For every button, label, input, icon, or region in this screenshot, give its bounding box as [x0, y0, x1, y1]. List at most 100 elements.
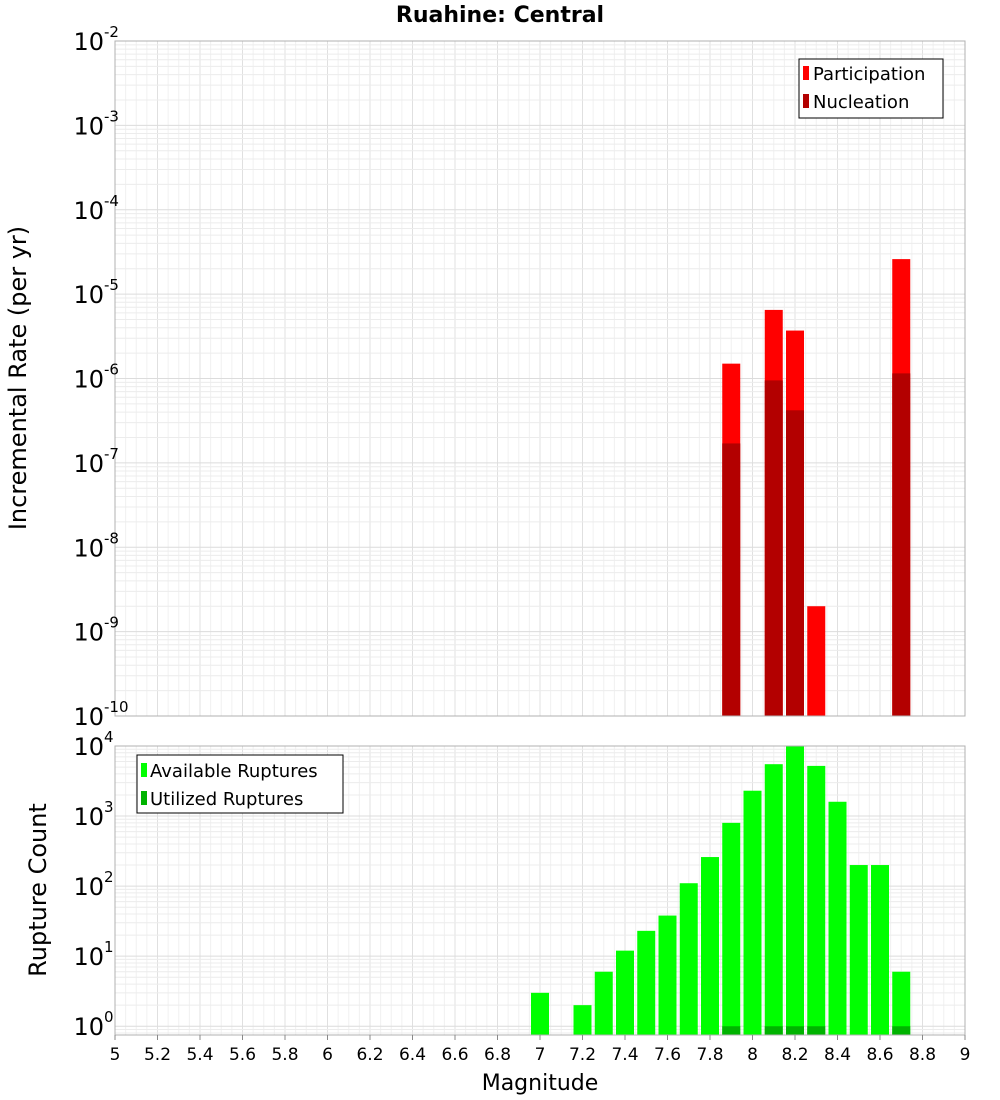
x-tick-label: 6 [322, 1045, 333, 1065]
count-bars [531, 746, 911, 1035]
rate-legend-box [798, 58, 944, 119]
available-ruptures-bar [786, 746, 804, 1035]
x-tick-label: 8.4 [824, 1045, 851, 1065]
available-ruptures-bar [573, 1005, 592, 1035]
available-ruptures-bar [892, 971, 911, 1035]
legend-nucleation: Nucleation [813, 92, 909, 113]
legend-available: Available Ruptures [150, 761, 318, 782]
x-tick-label: 6.2 [356, 1045, 383, 1065]
utilized-ruptures-bar [892, 1026, 911, 1035]
y-tick-label: 10 -6 [73, 361, 119, 394]
y-tick-base: 10 [73, 534, 104, 562]
utilized-ruptures-bar [786, 1026, 804, 1035]
rate-plot-frame [114, 40, 966, 717]
y-tick-label: 10 -7 [73, 445, 119, 478]
rate-bars [722, 259, 911, 716]
x-tick-label: 7 [535, 1045, 546, 1065]
x-tick-label: 6.8 [484, 1045, 511, 1065]
y-tick-exponent: -3 [104, 107, 119, 125]
y-tick-exponent: -10 [104, 698, 129, 716]
y-tick-label: 10 -9 [73, 614, 119, 647]
y-tick-base: 10 [73, 28, 104, 56]
available-ruptures-bar [531, 992, 549, 1035]
participation-swatch [803, 66, 809, 80]
x-tick-label: 8 [747, 1045, 758, 1065]
available-ruptures-bar [743, 790, 762, 1035]
x-tick-label: 7.2 [569, 1045, 596, 1065]
available-ruptures-bar [828, 801, 847, 1035]
y-tick-base: 10 [73, 803, 104, 831]
y-tick-base: 10 [73, 281, 104, 309]
y-tick-base: 10 [73, 112, 104, 140]
x-tick-label: 8.8 [909, 1045, 936, 1065]
available-ruptures-bar [679, 883, 698, 1035]
y-tick-exponent: -7 [104, 445, 119, 463]
x-tick-label: 6.4 [399, 1045, 426, 1065]
y-tick-label: 10 2 [73, 868, 113, 901]
y-tick-label: 10 -2 [73, 23, 119, 56]
y-tick-exponent: -6 [104, 361, 119, 379]
utilized-ruptures-bar [722, 1026, 741, 1035]
available-ruptures-bar [871, 865, 889, 1035]
y-tick-base: 10 [73, 733, 104, 761]
available-ruptures-bar [594, 971, 613, 1035]
utilized-ruptures-bar [807, 1026, 826, 1035]
rate-y-axis-label: Incremental Rate (per yr) [4, 226, 32, 530]
y-tick-base: 10 [73, 873, 104, 901]
y-tick-exponent: -4 [104, 192, 119, 210]
y-tick-exponent: -8 [104, 529, 119, 547]
y-tick-exponent: 1 [104, 938, 114, 956]
y-tick-base: 10 [73, 197, 104, 225]
y-tick-exponent: -2 [104, 23, 119, 41]
x-tick-label: 7.6 [654, 1045, 681, 1065]
y-tick-exponent: 3 [104, 798, 114, 816]
available-swatch [141, 763, 147, 777]
y-tick-base: 10 [73, 619, 104, 647]
y-tick-label: 10 -8 [73, 529, 119, 562]
available-ruptures-bar [807, 765, 826, 1035]
available-ruptures-bar [849, 865, 868, 1035]
y-tick-exponent: 2 [104, 868, 114, 886]
nucleation-bar [892, 373, 911, 716]
available-ruptures-bar [722, 822, 741, 1035]
nucleation-bar [722, 443, 741, 716]
available-ruptures-bar [764, 764, 783, 1035]
rate-grid [114, 40, 966, 717]
y-tick-base: 10 [73, 943, 104, 971]
y-tick-base: 10 [73, 366, 104, 394]
nucleation-bar [786, 410, 804, 716]
count-legend-box [136, 754, 344, 814]
y-tick-label: 10 -3 [73, 107, 119, 140]
x-tick-label: 5.2 [144, 1045, 171, 1065]
y-tick-base: 10 [73, 1013, 104, 1041]
y-tick-label: 10 4 [73, 728, 113, 761]
y-tick-label: 10 0 [73, 1008, 113, 1041]
x-tick-label: 7.4 [611, 1045, 638, 1065]
x-tick-label: 7.8 [696, 1045, 723, 1065]
y-tick-label: 10 -5 [73, 276, 119, 309]
x-tick-label: 9 [960, 1045, 971, 1065]
x-tick-label: 5.4 [186, 1045, 213, 1065]
available-ruptures-bar [637, 930, 656, 1035]
x-tick-label: 8.6 [866, 1045, 893, 1065]
y-tick-exponent: -9 [104, 614, 119, 632]
y-tick-exponent: 4 [104, 728, 114, 746]
y-tick-exponent: 0 [104, 1008, 114, 1026]
x-tick-label: 5.8 [271, 1045, 298, 1065]
utilized-swatch [141, 791, 147, 805]
x-axis-label: Magnitude [482, 1071, 599, 1096]
nucleation-swatch [803, 94, 809, 108]
count-legend: Available Ruptures Utilized Ruptures [136, 754, 344, 814]
x-tick-label: 5.6 [229, 1045, 256, 1065]
x-ticks: 5 5.2 5.4 5.6 5.8 6 6.2 6.4 6.6 6.8 7 7.2 7.4 7.6 7.8 8… [110, 1035, 971, 1065]
y-tick-base: 10 [73, 703, 104, 731]
y-tick-exponent: -5 [104, 276, 119, 294]
y-tick-label: 10 -4 [73, 192, 119, 225]
y-tick-label: 10 1 [73, 938, 113, 971]
x-tick-label: 6.6 [441, 1045, 468, 1065]
available-ruptures-bar [658, 915, 677, 1035]
